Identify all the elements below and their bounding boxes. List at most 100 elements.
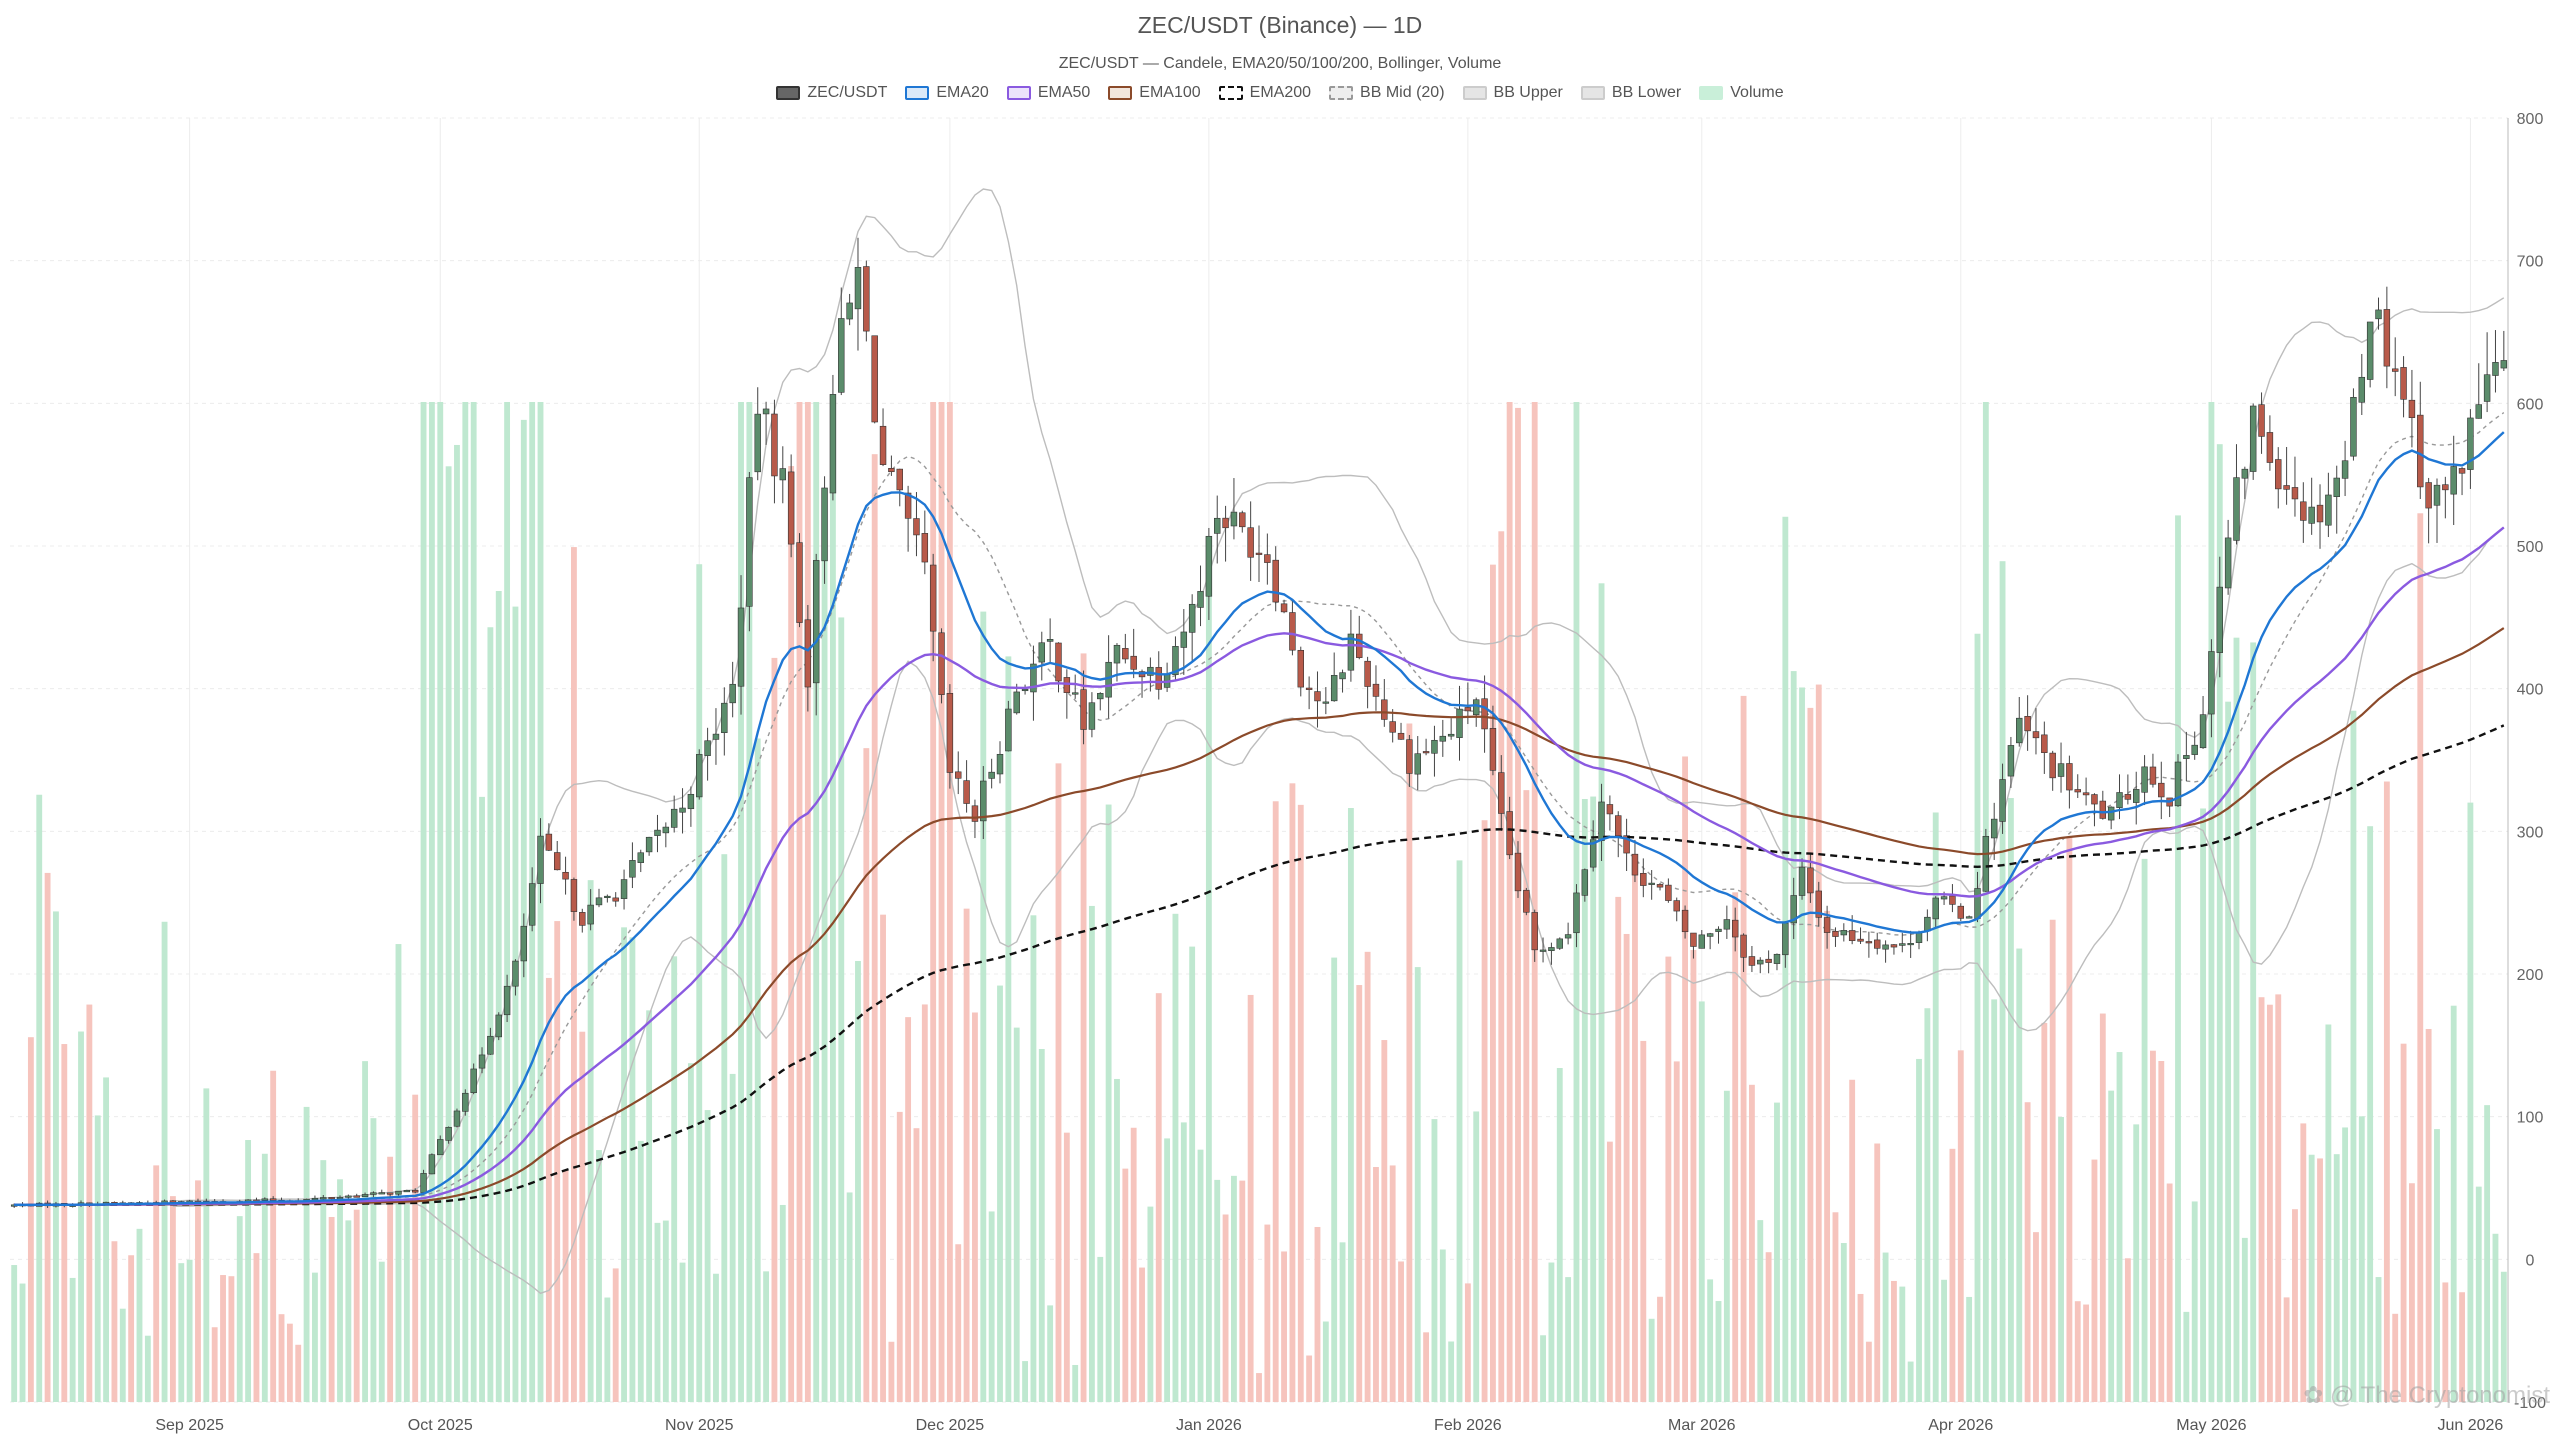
volume-bar (454, 444, 460, 1402)
candle-body (854, 267, 862, 310)
volume-bar (479, 796, 485, 1402)
y-tick-label: 100 (2517, 1110, 2544, 1127)
candle-body (629, 860, 636, 878)
legend-item[interactable]: BB Lower (1580, 84, 1681, 102)
y-tick-label: 600 (2517, 396, 2544, 413)
candle-body (2467, 417, 2474, 470)
volume-bar (2392, 1313, 2399, 1402)
volume-bar (729, 1073, 736, 1402)
volume-bar (2292, 1209, 2298, 1402)
candle-body (1105, 661, 1112, 698)
legend-item[interactable]: EMA200 (1218, 84, 1311, 102)
candle-body (1297, 649, 1304, 688)
candle-body (2116, 792, 2123, 808)
candle-body (1598, 801, 1605, 841)
volume-bar (1648, 1318, 1655, 1402)
x-tick-label: Mar 2026 (1668, 1417, 1736, 1434)
candle-body (1982, 835, 1990, 892)
volume-bar (687, 1063, 694, 1402)
candle-body (2375, 309, 2382, 320)
legend-item[interactable]: EMA50 (1006, 84, 1090, 102)
candle-body (1422, 751, 1430, 754)
volume-bar (1147, 1206, 1154, 1402)
candle-body (1581, 869, 1589, 896)
candle-body (2475, 404, 2482, 419)
volume-bar (353, 1209, 360, 1402)
volume-bar (1941, 1279, 1947, 1402)
volume-bar (2275, 994, 2282, 1402)
volume-bar (1022, 1361, 1028, 1402)
volume-bar (1013, 1027, 1020, 1402)
candle-body (2224, 537, 2232, 589)
candle-body (1472, 699, 1480, 716)
candle-body (1623, 835, 1630, 854)
volume-bar (2400, 1043, 2407, 1402)
volume-bar (19, 1283, 26, 1402)
volume-bar (2225, 701, 2232, 1402)
legend-item[interactable]: EMA20 (905, 84, 989, 102)
volume-bar (1339, 1242, 1346, 1402)
candle-body (645, 836, 653, 853)
volume-bar (245, 1140, 252, 1402)
legend-swatch (1218, 86, 1243, 100)
volume-bar (779, 1204, 786, 1402)
volume-bar (1623, 933, 1630, 1402)
y-tick-label: 0 (2526, 1252, 2535, 1269)
volume-bar (2484, 1105, 2491, 1402)
volume-bar (1640, 1040, 1647, 1402)
volume-bar (1531, 402, 1538, 1402)
volume-bar (1565, 1277, 1572, 1402)
volume-bar (2459, 1292, 2465, 1402)
volume-bar (721, 854, 728, 1402)
volume-bar (2124, 1258, 2131, 1402)
candle-body (1681, 909, 1689, 933)
volume-bar (1632, 875, 1638, 1402)
legend-item[interactable]: Volume (1699, 84, 1784, 102)
volume-bar (1297, 804, 1304, 1402)
candle-body (2107, 806, 2115, 821)
legend-item[interactable]: ZEC/USDT (776, 84, 887, 102)
legend-item[interactable]: BB Upper (1462, 84, 1563, 102)
candle-body (2199, 714, 2207, 749)
volume-bar (1239, 1180, 1246, 1402)
candle-body (2024, 716, 2031, 732)
volume-bar (713, 1273, 719, 1402)
volume-bar (704, 1110, 711, 1402)
candle-body (1656, 884, 1664, 888)
candle-body (595, 897, 603, 906)
volume-bar (905, 1017, 912, 1402)
volume-bar (236, 1216, 243, 1402)
candle-body (1765, 958, 1772, 963)
volume-bar (228, 1276, 235, 1402)
candle-body (1046, 639, 1054, 642)
candle-body (988, 771, 995, 779)
volume-bar (545, 977, 552, 1402)
volume-bar (1356, 985, 1363, 1402)
legend-item[interactable]: BB Mid (20) (1329, 84, 1445, 102)
candle-body (553, 852, 561, 871)
volume-bar (1164, 1138, 1171, 1402)
legend-item[interactable]: EMA100 (1108, 84, 1201, 102)
volume-bar (1723, 1090, 1730, 1402)
candle-body (1523, 889, 1530, 913)
volume-bar (2367, 826, 2374, 1402)
volume-bar (2342, 1127, 2349, 1402)
volume-bar (1005, 656, 1012, 1402)
volume-bar (1264, 1224, 1271, 1402)
candle-body (487, 1035, 494, 1055)
volume-bar (1757, 1220, 1764, 1402)
candle-body (1397, 732, 1405, 740)
chart-subtitle: ZEC/USDT — Candele, EMA20/50/100/200, Bo… (1058, 55, 1502, 72)
volume-bar (1832, 1212, 1839, 1402)
line-bb-lower (172, 526, 2505, 1295)
candle-body (1197, 591, 1204, 608)
volume-bar (270, 1070, 277, 1402)
candle-body (1782, 922, 1789, 956)
candle-body (2266, 432, 2274, 463)
volume-bar (2016, 948, 2023, 1402)
candle-body (946, 693, 954, 773)
candle-body (1706, 933, 1714, 937)
candle-body (1038, 642, 1046, 663)
volume-bar (846, 1192, 853, 1402)
candle-body (545, 833, 553, 851)
